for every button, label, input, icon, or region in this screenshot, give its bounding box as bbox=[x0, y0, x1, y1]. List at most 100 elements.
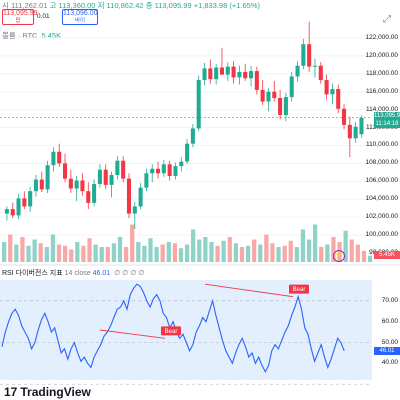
candle-body bbox=[28, 191, 33, 207]
rsi-label: RSI 다이버전스 지표 bbox=[2, 270, 63, 277]
rsi-params: 14 close bbox=[64, 270, 91, 277]
candle-body bbox=[4, 209, 9, 214]
volume-bar bbox=[288, 240, 293, 262]
candle-body bbox=[208, 68, 213, 80]
candle-body bbox=[231, 66, 236, 78]
volume-bar bbox=[117, 237, 123, 262]
candle-body bbox=[92, 184, 97, 203]
volume-bar bbox=[87, 238, 92, 262]
price-tick: 104,000.00 bbox=[365, 195, 398, 203]
candle-body bbox=[301, 44, 306, 66]
candle-body bbox=[97, 169, 102, 185]
candle-body bbox=[80, 180, 85, 192]
rsi-settings-icons[interactable]: ∅ ∅ ∅ ∅ bbox=[114, 270, 145, 277]
candle-body bbox=[295, 65, 300, 77]
volume-bar bbox=[258, 244, 263, 262]
candle-body bbox=[144, 173, 149, 188]
buy-label: 바이 bbox=[74, 18, 86, 24]
candle-body bbox=[16, 198, 21, 216]
volume-bar bbox=[343, 230, 348, 262]
spread-value: 0.01 bbox=[37, 13, 50, 20]
candle-body bbox=[318, 65, 323, 81]
candle-body bbox=[10, 209, 15, 216]
bear-label: Bear bbox=[165, 329, 178, 335]
candle-body bbox=[74, 180, 79, 189]
candle-body bbox=[190, 128, 195, 144]
candle-body bbox=[237, 71, 242, 78]
countdown-tag: 11:14:18 bbox=[374, 119, 400, 128]
price-tick: 110,000.00 bbox=[365, 141, 398, 149]
candle-body bbox=[243, 71, 248, 79]
rsi-band bbox=[0, 280, 372, 380]
candle-body bbox=[45, 165, 50, 190]
volume-bar bbox=[136, 242, 141, 262]
volume-bar bbox=[184, 244, 190, 262]
volume-bar bbox=[123, 247, 129, 262]
volume-bar bbox=[26, 245, 31, 262]
ohlc-close: 종 113,095.99 bbox=[145, 1, 192, 10]
price-tick: 116,000.00 bbox=[365, 87, 398, 95]
sell-button[interactable]: 113,095.99 팝 bbox=[2, 9, 38, 25]
volume-bar bbox=[56, 244, 62, 262]
candle-body bbox=[248, 71, 254, 79]
candle-body bbox=[196, 80, 201, 129]
rsi-value: 46.01 bbox=[92, 270, 111, 277]
candle-body bbox=[359, 117, 364, 135]
volume-bar bbox=[276, 247, 281, 262]
candle-body bbox=[254, 71, 259, 90]
candle-body bbox=[283, 97, 288, 116]
volume-bar bbox=[111, 243, 117, 262]
bear-divergence-line bbox=[204, 283, 294, 298]
buy-price: 113,096.00 bbox=[63, 10, 98, 17]
bear-divergence-line bbox=[99, 329, 166, 339]
tv-logo-mark: 17 bbox=[4, 385, 18, 399]
volume-bar bbox=[209, 242, 214, 262]
candle-body bbox=[115, 160, 120, 176]
tradingview-logo[interactable]: 17 TradingView bbox=[4, 385, 91, 399]
candle-body bbox=[155, 168, 161, 174]
buy-button[interactable]: 113,096.00 바이 bbox=[62, 9, 98, 25]
volume-bar bbox=[20, 237, 25, 262]
candle-body bbox=[57, 151, 62, 164]
volume-bars bbox=[2, 224, 373, 262]
candle-body bbox=[330, 89, 335, 95]
sell-label: 팝 bbox=[15, 18, 21, 24]
price-axis[interactable]: 122,000.00 120,000.00 118,000.00 116,000.00… bbox=[365, 0, 400, 400]
candle-body bbox=[202, 68, 207, 81]
candle-body bbox=[185, 143, 190, 162]
volume-bar bbox=[62, 245, 68, 262]
volume-bar bbox=[252, 239, 257, 262]
candles bbox=[4, 21, 364, 229]
volume-tag: 5.45K bbox=[374, 251, 400, 259]
volume-bar bbox=[154, 247, 159, 262]
expand-icon[interactable]: ⤢ bbox=[383, 14, 391, 25]
candle-body bbox=[62, 163, 68, 179]
logo-text: TradingView bbox=[20, 385, 91, 399]
candle-body bbox=[225, 66, 230, 75]
price-tick: 100,000.00 bbox=[365, 231, 398, 239]
volume-bar bbox=[306, 239, 312, 262]
price-tick: 118,000.00 bbox=[365, 69, 398, 77]
volume-bar bbox=[361, 250, 367, 262]
price-tick: 120,000.00 bbox=[365, 51, 398, 59]
volume-bar bbox=[148, 238, 153, 262]
lightning-icon[interactable]: ⚡ bbox=[333, 250, 345, 262]
candle-body bbox=[219, 67, 225, 75]
divergence-lines: Bear Bear bbox=[99, 283, 309, 339]
volume-bar bbox=[245, 245, 251, 262]
price-tick: 108,000.00 bbox=[365, 159, 398, 167]
candle-body bbox=[86, 191, 91, 203]
volume-bar bbox=[178, 248, 184, 262]
volume-bar bbox=[2, 242, 7, 262]
volume-bar bbox=[233, 243, 239, 262]
volume-bar bbox=[331, 237, 336, 262]
volume-bar bbox=[294, 247, 299, 262]
last-price-tag: 113,095.9 bbox=[374, 111, 400, 120]
sell-price: 113,095.99 bbox=[3, 10, 38, 17]
volume-bar bbox=[166, 242, 171, 262]
rsi-tick: 50.00 bbox=[381, 338, 398, 346]
candle-body bbox=[289, 76, 294, 98]
candle-body bbox=[260, 89, 265, 102]
volume-bar bbox=[239, 247, 245, 262]
